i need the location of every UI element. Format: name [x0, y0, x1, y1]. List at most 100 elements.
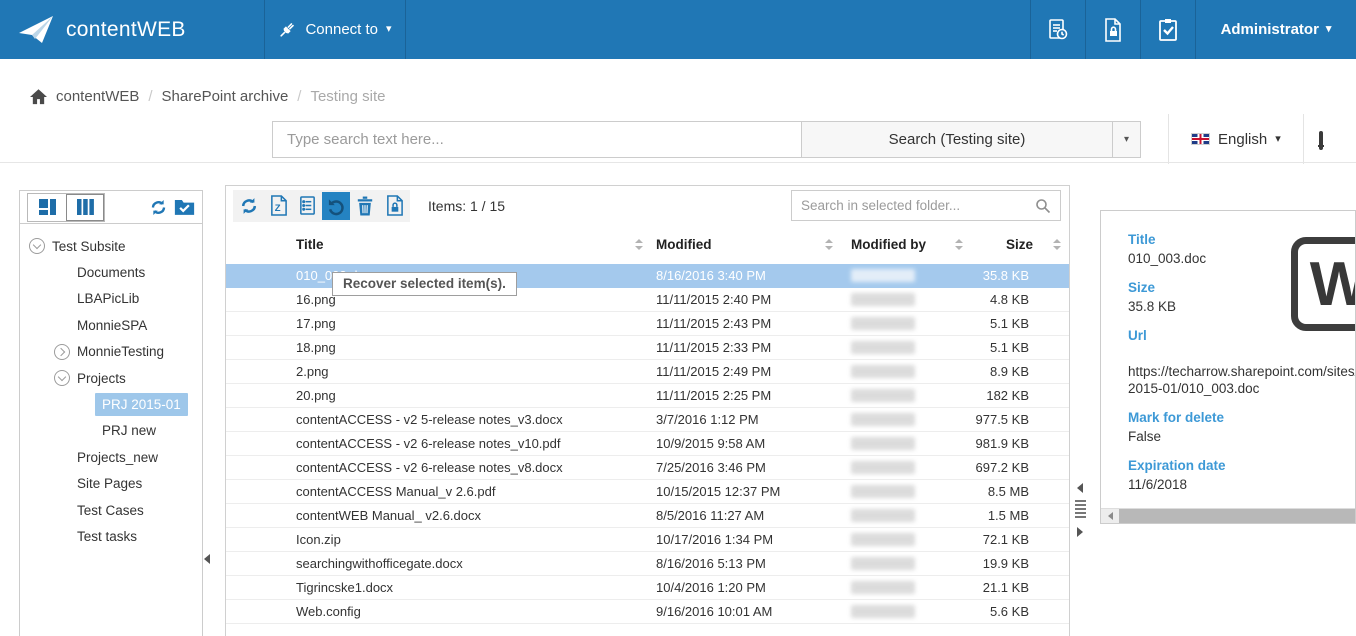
cell-size: 19.9 KB	[982, 556, 1029, 571]
scrollbar-left-arrow-icon[interactable]	[1101, 509, 1119, 523]
table-row[interactable]: searchingwithofficegate.docx 8/16/2016 5…	[226, 552, 1069, 576]
column-header-title[interactable]: Title	[296, 237, 324, 252]
table-row[interactable]: contentACCESS - v2 6-release notes_v8.do…	[226, 456, 1069, 480]
brand[interactable]: contentWEB	[0, 0, 264, 59]
legal-hold-button[interactable]	[293, 192, 321, 220]
tree-item[interactable]: PRJ new	[20, 418, 202, 444]
tree-expander-icon[interactable]	[29, 238, 45, 255]
cell-modified-by	[841, 269, 971, 282]
tree-item[interactable]: Documents	[20, 259, 202, 285]
word-file-icon: W	[1291, 237, 1355, 331]
sort-icon[interactable]	[635, 239, 643, 250]
layout-blocks-toggle[interactable]	[28, 193, 66, 221]
tree-item[interactable]: MonnieSPA	[20, 312, 202, 338]
table-row[interactable]: contentACCESS Manual_v 2.6.pdf 10/15/201…	[226, 480, 1069, 504]
table-row[interactable]: 2.png 11/11/2015 2:49 PM 8.9 KB	[226, 360, 1069, 384]
tree-item[interactable]: Site Pages	[20, 471, 202, 497]
scrollbar-thumb[interactable]	[1119, 509, 1355, 523]
search-icon[interactable]	[1035, 198, 1051, 214]
view-toggle	[27, 192, 105, 222]
export-zip-button[interactable]: Z	[264, 192, 292, 220]
layout-columns-toggle[interactable]	[66, 193, 104, 221]
sidebar-collapse-arrow[interactable]	[204, 554, 210, 564]
tree-item[interactable]: MonnieTesting	[20, 339, 202, 365]
home-icon[interactable]	[30, 88, 47, 105]
folder-check-icon	[174, 198, 195, 216]
tree-item[interactable]: Projects	[20, 365, 202, 391]
mobile-view-button[interactable]	[1308, 127, 1334, 153]
breadcrumb-item-contentweb[interactable]: contentWEB	[56, 88, 140, 105]
table-row[interactable]: 18.png 11/11/2015 2:33 PM 5.1 KB	[226, 336, 1069, 360]
cell-size: 21.1 KB	[982, 580, 1029, 595]
tree-item[interactable]: Test Cases	[20, 497, 202, 523]
table-row[interactable]: contentACCESS - v2 6-release notes_v10.p…	[226, 432, 1069, 456]
tree-item[interactable]: PRJ 2015-01	[20, 391, 202, 417]
lock-document-icon	[385, 195, 404, 216]
column-header-modified[interactable]: Modified	[656, 237, 712, 252]
cell-modified-by	[841, 389, 971, 402]
detail-field-value: 11/6/2018	[1128, 477, 1188, 492]
chevron-down-icon: ▾	[386, 23, 392, 35]
tree-item[interactable]: Projects_new	[20, 444, 202, 470]
tree-item[interactable]: LBAPicLib	[20, 286, 202, 312]
cell-modified-by	[841, 509, 971, 522]
sort-icon[interactable]	[955, 239, 963, 250]
administrator-menu[interactable]: Administrator ▾	[1196, 0, 1356, 59]
table-row[interactable]: contentACCESS - v2 5-release notes_v3.do…	[226, 408, 1069, 432]
svg-text:Z: Z	[274, 203, 280, 214]
archive-report-button[interactable]	[1031, 0, 1085, 59]
breadcrumb-item-sharepoint-archive[interactable]: SharePoint archive	[161, 88, 289, 105]
topbar-divider	[405, 0, 406, 59]
sort-icon[interactable]	[1053, 239, 1061, 250]
table-header: Title Modified Modified by Size Recover …	[226, 225, 1069, 296]
column-header-modified-by[interactable]: Modified by	[851, 237, 926, 252]
cell-modified: 8/5/2016 11:27 AM	[656, 508, 765, 523]
table-row[interactable]: 20.png 11/11/2015 2:25 PM 182 KB	[226, 384, 1069, 408]
redacted-text	[851, 269, 915, 282]
cell-modified: 10/15/2015 12:37 PM	[656, 484, 781, 499]
panel-splitter[interactable]	[1072, 483, 1088, 537]
tasks-clipboard-button[interactable]	[1141, 0, 1195, 59]
lock-document-button[interactable]	[380, 192, 408, 220]
search-scope-dropdown[interactable]: ▾	[1112, 122, 1140, 157]
cell-modified: 11/11/2015 2:43 PM	[656, 316, 772, 331]
tree-expander-icon[interactable]	[54, 343, 70, 360]
splitter-right-arrow-icon[interactable]	[1077, 527, 1083, 537]
tree-item[interactable]: Test tasks	[20, 523, 202, 549]
detail-field: Mark for delete False	[1128, 410, 1355, 445]
cell-title: contentACCESS - v2 6-release notes_v10.p…	[296, 436, 561, 451]
table-row[interactable]: Tigrincske1.docx 10/4/2016 1:20 PM 21.1 …	[226, 576, 1069, 600]
folder-select-button[interactable]	[174, 198, 195, 216]
redacted-text	[851, 437, 915, 450]
breadcrumb-item-testing-site: Testing site	[310, 88, 386, 105]
column-header-size[interactable]: Size	[1006, 237, 1034, 252]
refresh-list-button[interactable]	[235, 192, 263, 220]
cell-title: contentACCESS - v2 6-release notes_v8.do…	[296, 460, 563, 475]
table-row[interactable]: 17.png 11/11/2015 2:43 PM 5.1 KB	[226, 312, 1069, 336]
tree-item-label: Projects_new	[77, 449, 159, 465]
splitter-left-arrow-icon[interactable]	[1077, 483, 1083, 493]
refresh-tree-button[interactable]	[149, 198, 168, 217]
splitter-grip[interactable]	[1074, 500, 1086, 520]
cell-size: 697.2 KB	[975, 460, 1030, 475]
tree-item[interactable]: Test Subsite	[20, 233, 202, 259]
cell-modified-by	[841, 581, 971, 594]
connect-to-button[interactable]: Connect to ▾	[265, 0, 405, 59]
document-lock-button[interactable]	[1086, 0, 1140, 59]
administrator-label: Administrator	[1220, 21, 1319, 38]
table-row[interactable]: Web.config 9/16/2016 10:01 AM 5.6 KB	[226, 600, 1069, 624]
table-row[interactable]: 16.png 11/11/2015 2:40 PM 4.8 KB	[226, 288, 1069, 312]
table-row[interactable]: contentWEB Manual_ v2.6.docx 8/5/2016 11…	[226, 504, 1069, 528]
delete-button[interactable]	[351, 192, 379, 220]
list-toolbar: Z	[226, 186, 1069, 225]
recover-button[interactable]	[322, 191, 350, 220]
search-button[interactable]: Search (Testing site) ▾	[801, 121, 1141, 158]
table-row[interactable]: Icon.zip 10/17/2016 1:34 PM 72.1 KB	[226, 528, 1069, 552]
search-input[interactable]	[272, 121, 802, 158]
folder-search-input[interactable]	[801, 198, 1035, 213]
sort-icon[interactable]	[825, 239, 833, 250]
cell-size: 4.8 KB	[989, 292, 1029, 307]
tree-expander-icon[interactable]	[54, 370, 70, 387]
language-selector[interactable]: English ▾	[1168, 114, 1304, 164]
details-horizontal-scrollbar[interactable]	[1101, 508, 1355, 523]
